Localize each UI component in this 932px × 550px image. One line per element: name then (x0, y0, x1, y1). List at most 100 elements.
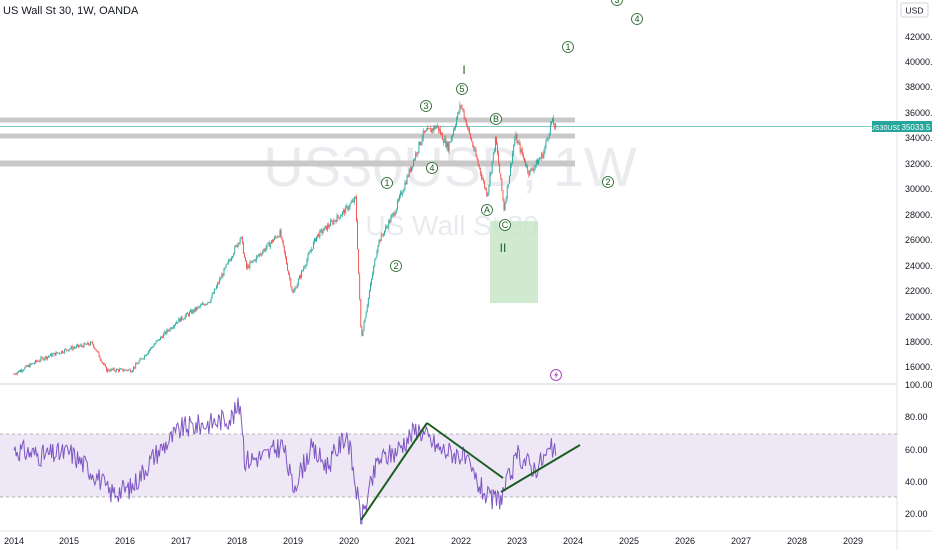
rsi-trendline-up[interactable] (360, 422, 428, 521)
currency-button-box[interactable] (900, 2, 929, 18)
candle (70, 346, 72, 349)
candle (542, 153, 544, 159)
wave-label-circle[interactable] (499, 219, 511, 231)
candle (525, 162, 526, 166)
rsi-trendline-rising[interactable] (500, 444, 581, 493)
candle (206, 303, 208, 305)
candle (112, 368, 114, 370)
candle (230, 260, 231, 261)
candle (342, 211, 343, 216)
candle (132, 370, 133, 372)
candle (325, 225, 327, 231)
candle (416, 153, 418, 155)
candle (197, 306, 199, 308)
wave-label-circle[interactable] (420, 100, 432, 112)
candle (78, 344, 80, 347)
wave-label-circle[interactable] (631, 13, 643, 25)
candle (422, 130, 424, 139)
wave-label-circle[interactable] (602, 176, 614, 188)
candle (195, 307, 197, 310)
price-axis[interactable]: 42000.0 40000.0 38000.0 36000.0 34000.0 … (905, 32, 932, 372)
candle (41, 357, 43, 359)
candle (540, 157, 542, 159)
candle (147, 353, 148, 355)
candle (468, 127, 469, 129)
candle (190, 310, 192, 313)
rsi-trendline-down[interactable] (426, 422, 504, 479)
candle (118, 369, 119, 372)
candle (365, 311, 367, 319)
candle (515, 134, 517, 139)
candle (496, 136, 497, 145)
wave-label-circle[interactable] (456, 83, 468, 95)
candle (253, 259, 255, 261)
candle (245, 256, 246, 262)
support-band-2[interactable] (0, 133, 575, 139)
time-axis[interactable]: 2014 2015 2016 2017 2018 2019 2020 2021 … (4, 536, 863, 546)
wave-label-4-projected: 4 (634, 14, 639, 24)
candle (441, 133, 442, 135)
candle (266, 243, 268, 248)
candle (447, 142, 449, 152)
candle (530, 168, 532, 171)
candle (97, 350, 99, 353)
candle (502, 190, 504, 200)
candle (161, 336, 162, 338)
candle (17, 370, 19, 373)
candle (387, 226, 389, 228)
wave-label-circle[interactable] (611, 0, 623, 6)
candle (472, 141, 474, 147)
candle (54, 352, 56, 356)
wave-label-circle[interactable] (490, 113, 502, 125)
candle (162, 336, 164, 338)
currency-button[interactable]: USD (900, 2, 929, 18)
candle (53, 352, 55, 355)
wave-label-circle[interactable] (562, 41, 574, 53)
candle (49, 355, 50, 357)
candle (543, 151, 545, 159)
symbol-title[interactable]: US Wall St 30, 1W, OANDA (3, 5, 139, 17)
candle (388, 220, 390, 228)
candle (413, 159, 414, 167)
price-tick: 42000.0 (905, 32, 932, 42)
candle (210, 297, 212, 303)
candle (63, 352, 64, 354)
candle (16, 372, 18, 375)
target-zone-box[interactable] (490, 221, 538, 303)
wave-label-circle[interactable] (381, 177, 393, 189)
support-band-3[interactable] (0, 160, 575, 167)
candle (528, 171, 530, 176)
candle (455, 125, 456, 129)
candle (265, 247, 267, 251)
candle (269, 243, 271, 248)
candle (323, 227, 325, 231)
candle (361, 327, 363, 336)
candle (251, 260, 253, 263)
candle (71, 346, 73, 350)
candle (62, 351, 63, 353)
event-icon[interactable] (550, 369, 562, 381)
candle (482, 178, 483, 180)
candle (150, 347, 152, 350)
wave-label-circle[interactable] (426, 162, 438, 174)
candle (529, 170, 531, 176)
candle (86, 342, 88, 345)
candle (534, 164, 536, 168)
candle (232, 256, 234, 258)
candle (385, 226, 386, 231)
wave-label-circle[interactable] (390, 260, 402, 272)
candle (87, 342, 89, 345)
candle (449, 141, 451, 143)
candle (134, 367, 136, 368)
candle (436, 125, 438, 127)
candle (487, 192, 489, 197)
candle (57, 352, 59, 354)
rsi-axis[interactable]: 100.00 80.00 60.00 40.00 20.00 (905, 380, 932, 519)
support-band-1[interactable] (0, 117, 575, 123)
candle (177, 322, 179, 323)
candle (320, 229, 322, 231)
candle (457, 112, 459, 119)
wave-label-circle[interactable] (481, 204, 493, 216)
candle (24, 367, 26, 370)
